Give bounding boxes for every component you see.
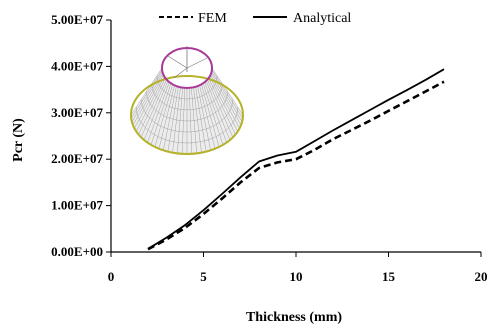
- y-tick-label: 0.00E+00: [51, 244, 103, 259]
- x-tick-label: 0: [108, 269, 115, 284]
- series-line-analytical: [147, 68, 445, 250]
- y-tick-label: 4.00E+07: [51, 58, 103, 73]
- y-tick-label: 1.00E+07: [51, 198, 103, 213]
- cone-radius-line-1: [167, 55, 188, 69]
- x-axis-title: Thickness (mm): [246, 310, 342, 325]
- cone-radius-line-2: [186, 57, 208, 69]
- series-layer: [147, 68, 445, 251]
- x-tick-label: 20: [475, 269, 487, 284]
- cone-shell-model-icon: [130, 46, 244, 155]
- y-axis-title: Pcr (N): [11, 118, 26, 162]
- legend: FEM Analytical: [159, 11, 351, 26]
- x-tick-label: 10: [290, 269, 303, 284]
- cone-mesh-ring: [156, 75, 218, 100]
- y-tick-label: 2.00E+07: [51, 151, 103, 166]
- cone-mesh-ring: [146, 91, 228, 122]
- y-tick-label: 3.00E+07: [51, 105, 103, 120]
- legend-analytical-label: Analytical: [293, 11, 351, 26]
- x-axis-ticks: 0 5 10 15 20: [108, 252, 487, 284]
- legend-fem-label: FEM: [198, 11, 227, 26]
- cone-mesh: [130, 67, 244, 154]
- cone-mesh-ring: [141, 99, 233, 133]
- cone-base-ring: [130, 75, 244, 155]
- x-tick-label: 15: [382, 269, 396, 284]
- series-line-fem: [147, 80, 445, 251]
- cone-mesh-ring: [151, 83, 223, 111]
- y-tick-label: 5.00E+07: [51, 12, 103, 27]
- cone-radius-line-3: [173, 67, 188, 79]
- y-axis-ticks: 0.00E+00 1.00E+07 2.00E+07 3.00E+07 4.00E+07…: [51, 12, 111, 259]
- x-tick-label: 5: [200, 269, 207, 284]
